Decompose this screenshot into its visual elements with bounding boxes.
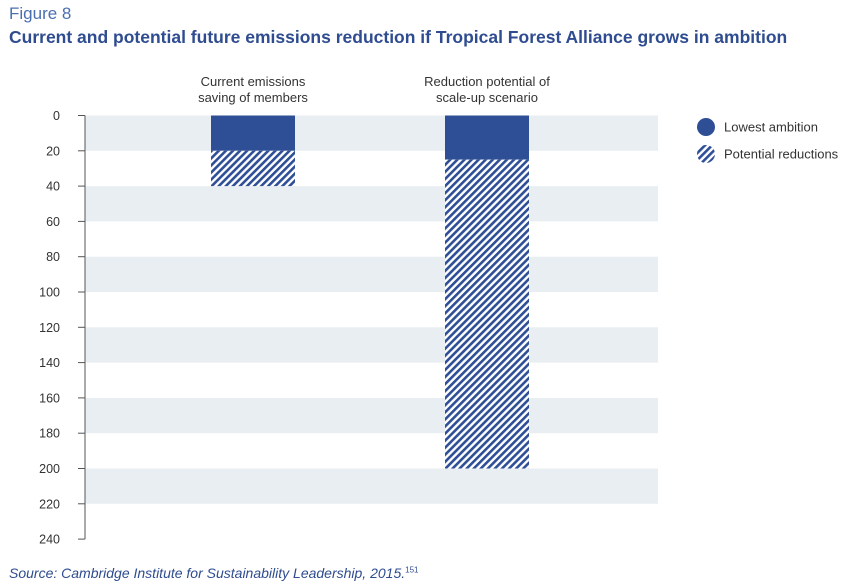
bar-potential-reductions <box>211 150 295 187</box>
y-tick-label: 80 <box>46 250 60 264</box>
y-tick-label: 220 <box>39 497 60 511</box>
grid-band <box>85 115 658 151</box>
y-tick-label: 20 <box>46 144 60 158</box>
grid-band <box>85 468 658 504</box>
bar-lowest-ambition <box>445 115 529 160</box>
y-tick-label: 200 <box>39 462 60 476</box>
y-tick-label: 240 <box>39 533 60 547</box>
y-tick-label: 140 <box>39 356 60 370</box>
category-label: scale-up scenario <box>436 90 538 105</box>
source-footnote: 151 <box>405 565 419 575</box>
grid-band <box>85 186 658 222</box>
y-tick-label: 180 <box>39 427 60 441</box>
figure-label: Figure 8 <box>9 4 72 23</box>
category-label: Reduction potential of <box>424 74 550 89</box>
legend-label: Potential reductions <box>724 147 839 162</box>
bar-lowest-ambition <box>211 115 295 151</box>
chart-title: Current and potential future emissions r… <box>9 27 788 47</box>
legend-hatched-swatch <box>697 145 715 163</box>
grid-band <box>85 256 658 292</box>
grid-band <box>85 327 658 363</box>
category-label: Current emissions <box>201 74 306 89</box>
source-text: Source: Cambridge Institute for Sustaina… <box>9 565 406 581</box>
y-tick-label: 60 <box>46 215 60 229</box>
legend-solid-swatch <box>697 118 715 136</box>
y-tick-label: 160 <box>39 391 60 405</box>
bar-potential-reductions <box>445 159 529 469</box>
y-tick-label: 100 <box>39 286 60 300</box>
y-tick-label: 120 <box>39 321 60 335</box>
y-tick-label: 0 <box>53 109 60 123</box>
y-tick-label: 40 <box>46 180 60 194</box>
legend-label: Lowest ambition <box>724 120 818 135</box>
source-note: Source: Cambridge Institute for Sustaina… <box>9 565 418 581</box>
category-label: saving of members <box>198 90 308 105</box>
grid-band <box>85 397 658 434</box>
